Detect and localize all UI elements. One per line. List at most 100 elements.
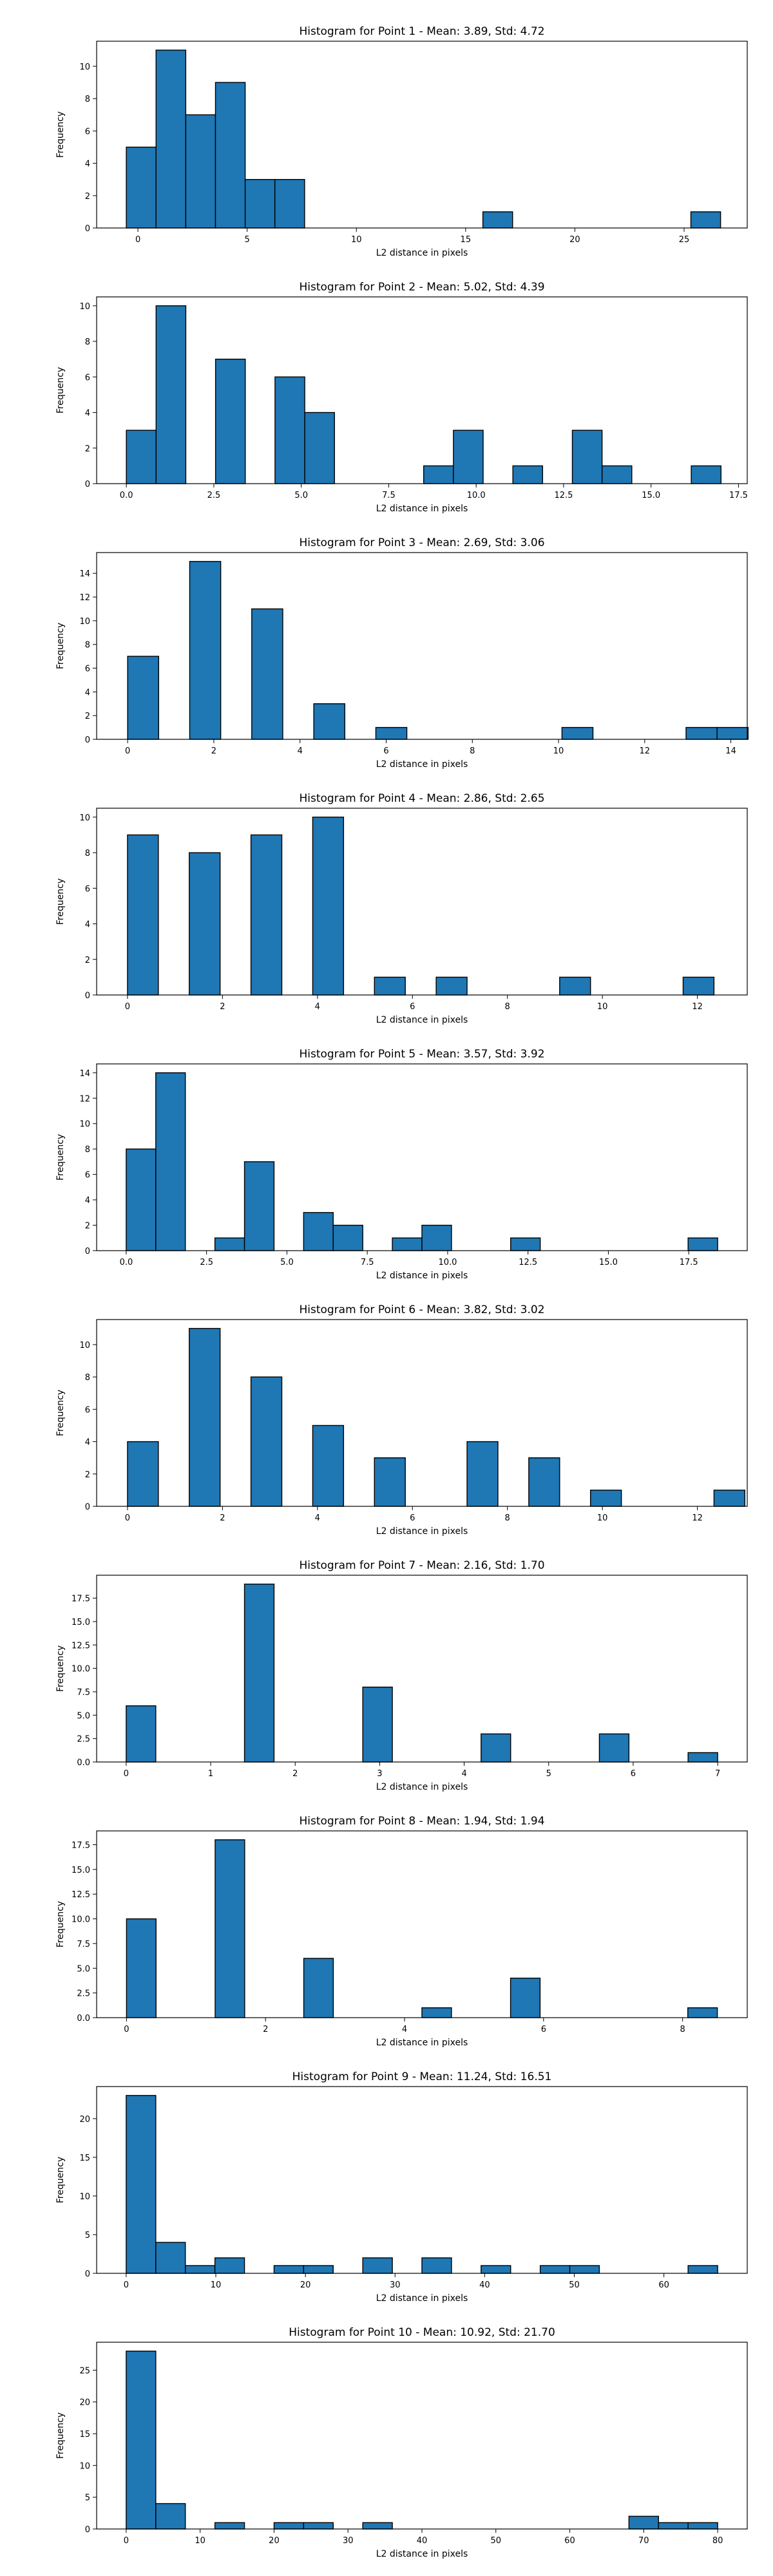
x-tick-label: 2: [220, 1513, 225, 1523]
histogram-bar: [687, 1752, 718, 1763]
histogram-bar: [273, 2265, 305, 2274]
plot-frame: [96, 808, 748, 996]
x-tick-label: 6: [541, 2025, 546, 2034]
y-tick-label: 4: [85, 409, 90, 419]
y-tick-label: 17.5: [72, 1841, 90, 1850]
y-tick-label: 10: [79, 2461, 90, 2471]
x-tick-label: 0: [124, 2536, 129, 2546]
histogram-bar: [713, 1490, 746, 1507]
x-tick-label: 12: [692, 1002, 703, 1012]
y-tick-label: 6: [85, 127, 90, 137]
x-tick-label: 2: [211, 746, 216, 756]
x-tick-label: 20: [300, 2280, 311, 2290]
x-axis-label: L2 distance in pixels: [376, 1526, 468, 1537]
y-tick-label: 6: [85, 665, 90, 674]
chart-title: Histogram for Point 2 - Mean: 5.02, Std:…: [299, 281, 544, 294]
histogram-bar: [274, 376, 305, 484]
y-tick-label: 5.0: [77, 1711, 90, 1721]
y-tick-label: 6: [85, 884, 90, 894]
x-tick-label: 6: [631, 1769, 636, 1779]
x-tick-label: 50: [569, 2280, 580, 2290]
histogram-panel: Histogram for Point 8 - Mean: 1.94, Std:…: [55, 1815, 748, 2048]
x-axis-label: L2 distance in pixels: [376, 759, 468, 770]
chart-title: Histogram for Point 5 - Mean: 3.57, Std:…: [299, 1048, 544, 1061]
x-tick-label: 6: [410, 1513, 415, 1523]
histogram-panel: Histogram for Point 6 - Mean: 3.82, Std:…: [55, 1303, 748, 1537]
x-tick-label: 2.5: [200, 1258, 213, 1267]
histogram-bar: [539, 2265, 571, 2274]
histogram-bar: [332, 1224, 363, 1251]
histogram-bar: [362, 2257, 393, 2274]
histogram-bar: [251, 608, 283, 740]
histogram-bar: [601, 465, 633, 484]
y-tick-label: 2: [85, 1470, 90, 1480]
x-tick-label: 8: [505, 1513, 510, 1523]
histogram-bar: [512, 465, 544, 484]
chart-title: Histogram for Point 8 - Mean: 1.94, Std:…: [299, 1815, 544, 1828]
x-tick-label: 2.5: [207, 491, 221, 500]
y-tick-label: 10: [79, 617, 90, 627]
y-tick-label: 10: [79, 2192, 90, 2202]
x-tick-label: 8: [505, 1002, 510, 1012]
chart-title: Histogram for Point 1 - Mean: 3.89, Std:…: [299, 25, 544, 38]
x-tick-label: 15.0: [599, 1258, 618, 1267]
plot-frame: [96, 552, 748, 740]
y-tick-label: 4: [85, 1438, 90, 1448]
y-tick-label: 8: [85, 95, 90, 104]
histogram-bar: [482, 211, 513, 229]
x-tick-label: 2: [292, 1769, 298, 1779]
histogram-bar: [312, 1425, 345, 1507]
y-tick-label: 12.5: [72, 1890, 90, 1900]
histogram-bar: [303, 1212, 334, 1251]
x-tick-label: 20: [269, 2536, 280, 2546]
y-tick-label: 12.5: [72, 1641, 90, 1651]
histogram-bar: [126, 1148, 157, 1251]
x-axis-label: L2 distance in pixels: [376, 248, 468, 258]
x-axis-label: L2 distance in pixels: [376, 2038, 468, 2048]
histogram-bar: [155, 2503, 186, 2530]
x-tick-label: 4: [402, 2025, 407, 2034]
x-tick-label: 4: [298, 746, 303, 756]
x-tick-label: 10: [195, 2536, 205, 2546]
histogram-panel: Histogram for Point 7 - Mean: 2.16, Std:…: [55, 1559, 748, 1792]
y-tick-label: 0.0: [77, 2014, 90, 2023]
histogram-bar: [215, 358, 246, 484]
y-tick-label: 5.0: [77, 1964, 90, 1974]
y-tick-label: 2.5: [77, 1735, 90, 1745]
y-tick-label: 14: [79, 569, 90, 579]
histogram-bar: [312, 817, 345, 996]
histogram-bar: [214, 2522, 245, 2530]
histogram-bar: [243, 1584, 275, 1763]
histogram-bar: [687, 2522, 718, 2530]
y-axis-label: Frequency: [55, 2412, 66, 2459]
y-axis-label: Frequency: [55, 878, 66, 925]
x-tick-label: 0: [124, 2025, 129, 2034]
histogram-bar: [687, 1237, 718, 1251]
x-tick-label: 15.0: [642, 491, 660, 500]
y-tick-label: 10.0: [72, 1665, 90, 1674]
x-tick-label: 12.5: [519, 1258, 537, 1267]
y-tick-label: 10: [79, 302, 90, 312]
y-tick-label: 8: [85, 641, 90, 650]
x-tick-label: 30: [390, 2280, 401, 2290]
chart-title: Histogram for Point 6 - Mean: 3.82, Std:…: [299, 1303, 544, 1316]
histogram-bar: [375, 726, 408, 740]
y-tick-label: 10: [79, 1120, 90, 1130]
y-tick-label: 0.0: [77, 1758, 90, 1768]
histogram-bar: [571, 430, 603, 484]
histogram-bar: [559, 976, 591, 996]
y-tick-label: 10.0: [72, 1915, 90, 1925]
x-tick-label: 14: [725, 746, 736, 756]
y-tick-label: 2: [85, 712, 90, 721]
histogram-bar: [691, 465, 721, 484]
histogram-bar: [273, 2522, 305, 2530]
plot-frame: [96, 2342, 748, 2530]
chart-title: Histogram for Point 4 - Mean: 2.86, Std:…: [299, 792, 544, 805]
y-axis-label: Frequency: [55, 1390, 66, 1436]
x-tick-label: 10: [553, 746, 564, 756]
histogram-bar: [392, 1237, 423, 1251]
y-tick-label: 4: [85, 1196, 90, 1206]
y-tick-label: 10: [79, 1341, 90, 1350]
histogram-bar: [362, 2522, 393, 2530]
y-tick-label: 0: [85, 1502, 90, 1512]
